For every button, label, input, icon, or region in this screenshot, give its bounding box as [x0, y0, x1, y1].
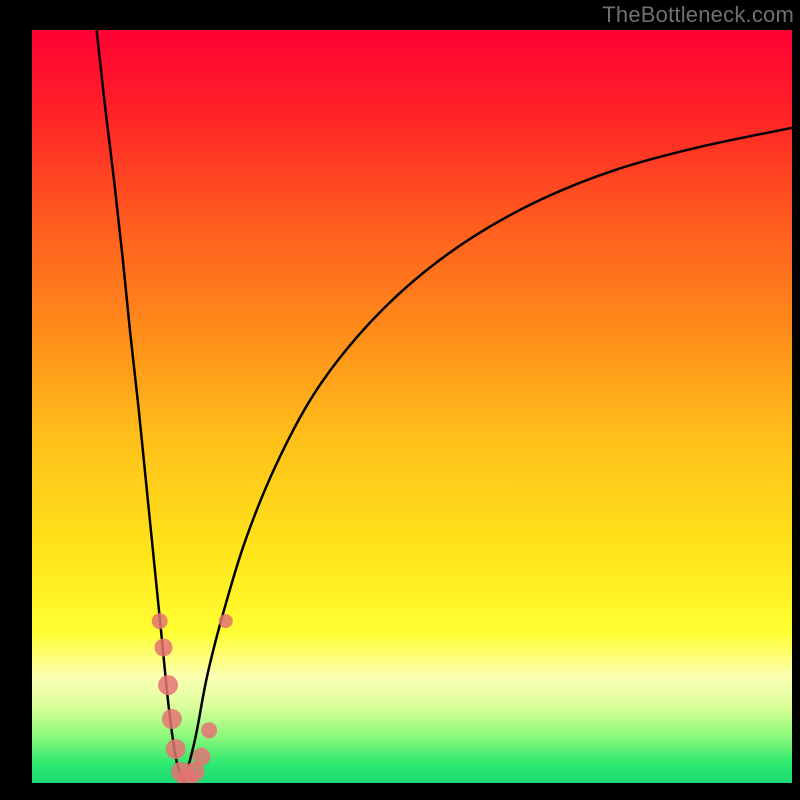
watermark-text: TheBottleneck.com	[602, 2, 794, 28]
data-marker	[166, 739, 186, 759]
data-marker	[162, 709, 182, 729]
curve-left	[97, 30, 184, 783]
data-marker	[201, 722, 217, 738]
data-marker	[152, 613, 168, 629]
plot-area	[32, 30, 792, 783]
data-marker	[158, 675, 178, 695]
chart-frame: TheBottleneck.com	[0, 0, 800, 800]
curves-layer	[32, 30, 792, 783]
data-marker	[219, 614, 233, 628]
data-marker	[192, 748, 210, 766]
curve-right	[184, 128, 792, 783]
data-marker	[154, 638, 172, 656]
